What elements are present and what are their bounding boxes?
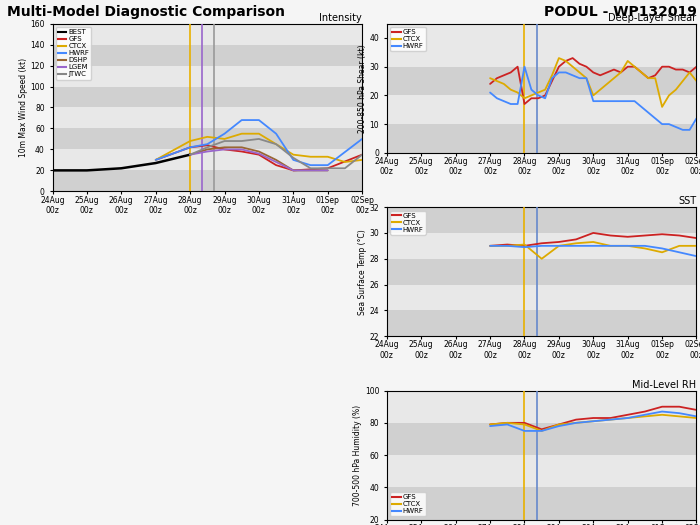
Bar (52, 171, 362, 191)
Text: SST: SST (678, 196, 696, 206)
Legend: BEST, GFS, CTCX, HWRF, DSHP, LGEM, JTWC: BEST, GFS, CTCX, HWRF, DSHP, LGEM, JTWC (56, 27, 92, 79)
Bar (387, 38, 696, 67)
Text: Mid-Level RH: Mid-Level RH (632, 380, 696, 390)
Bar (52, 45, 362, 66)
Bar (52, 108, 362, 129)
Text: PODUL - WP132019: PODUL - WP132019 (544, 5, 696, 19)
Bar (387, 455, 696, 487)
Y-axis label: 200-850 hPa Shear (kt): 200-850 hPa Shear (kt) (358, 44, 367, 132)
Bar (387, 391, 696, 423)
Bar (52, 66, 362, 87)
Y-axis label: 10m Max Wind Speed (kt): 10m Max Wind Speed (kt) (19, 58, 27, 157)
Legend: GFS, CTCX, HWRF: GFS, CTCX, HWRF (391, 492, 426, 516)
Bar (387, 233, 696, 259)
Bar (387, 285, 696, 310)
Bar (52, 24, 362, 45)
Y-axis label: Sea Surface Temp (°C): Sea Surface Temp (°C) (358, 229, 367, 314)
Bar (387, 310, 696, 337)
Bar (52, 150, 362, 171)
Bar (387, 423, 696, 455)
Legend: GFS, CTCX, HWRF: GFS, CTCX, HWRF (391, 211, 426, 235)
Text: Deep-Layer Shear: Deep-Layer Shear (608, 13, 696, 23)
Bar (52, 129, 362, 150)
Bar (387, 96, 696, 124)
Y-axis label: 700-500 hPa Humidity (%): 700-500 hPa Humidity (%) (353, 405, 362, 506)
Text: Intensity: Intensity (319, 13, 362, 23)
Bar (52, 87, 362, 108)
Bar (387, 67, 696, 96)
Text: Multi-Model Diagnostic Comparison: Multi-Model Diagnostic Comparison (7, 5, 285, 19)
Bar (387, 207, 696, 233)
Bar (387, 259, 696, 285)
Bar (387, 487, 696, 520)
Bar (387, 124, 696, 153)
Legend: GFS, CTCX, HWRF: GFS, CTCX, HWRF (391, 27, 426, 51)
